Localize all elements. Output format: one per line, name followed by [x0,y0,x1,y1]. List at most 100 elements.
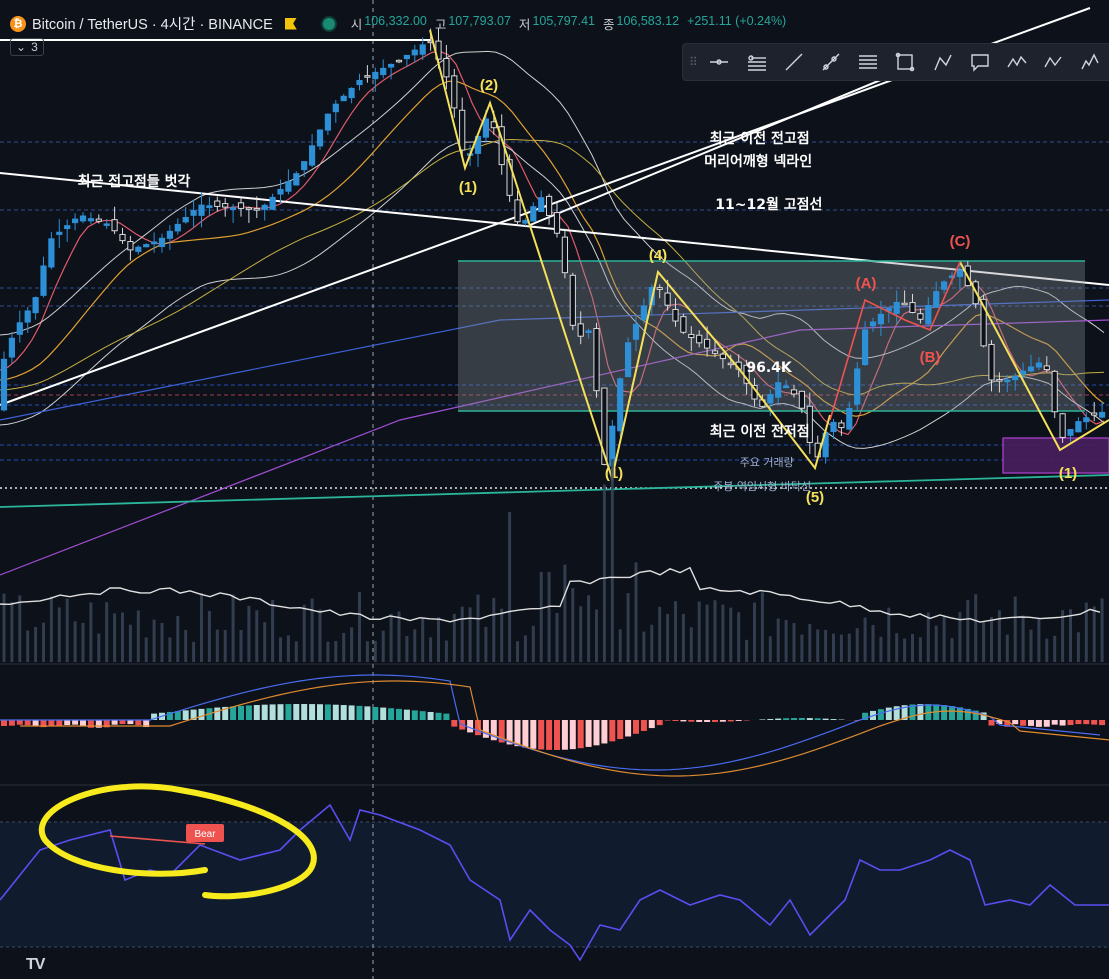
abcd-pattern-icon[interactable] [1036,45,1073,79]
highlight-ellipse [38,783,317,900]
candle-body [95,218,102,222]
volume-bar [73,621,77,662]
macd-histogram-bar [664,720,671,721]
candle-body [561,236,568,274]
candle-body [877,313,884,325]
macd-histogram-bar [972,710,979,720]
indicator-toggle[interactable]: ⌄ 3 [10,38,44,56]
candle-body [625,342,632,378]
candle-body [380,67,387,76]
candle-body [269,196,276,210]
callout-icon[interactable] [961,45,998,79]
volume-bar [57,607,61,662]
volume-bar [745,639,749,662]
candle-body [783,385,790,389]
macd-histogram-bar [712,720,718,722]
volume-bar [523,635,527,662]
candle-body [72,218,79,224]
macd-histogram-bar [222,706,229,720]
volume-bar [42,622,45,662]
macd-histogram-bar [332,704,339,720]
volume-bar [847,633,851,662]
rectangle-icon[interactable] [887,45,924,79]
macd-histogram-bar [1035,720,1042,727]
macd-histogram-bar [1028,720,1034,726]
volume-bar [658,606,662,662]
candle-body [64,225,71,230]
candle-body [443,57,450,78]
volume-bar [776,618,780,662]
candle-body [798,390,805,409]
macd-histogram-bar [988,720,995,726]
volume-bar [18,595,22,662]
volume-bar [713,600,717,662]
ohlc-values: 시 106,332.00 고 107,793.07 저 105,797.41 종 106… [351,14,786,33]
ray-icon[interactable] [812,45,849,79]
candle-body [941,281,948,290]
macd-histogram-bar [56,720,63,726]
drag-handle-icon[interactable]: ⠿ [689,55,698,69]
parallel-channel-icon[interactable] [850,45,887,79]
volume-bar [587,595,591,662]
macd-histogram-bar [862,712,869,720]
chart-annotation: 최근 이전 전고점 [710,130,810,147]
candle-body [158,237,166,248]
symbol-title[interactable]: Bitcoin / TetherUS · 4시간 · BINANCE [32,17,273,33]
volume-bar [326,641,330,662]
volume-bar [934,625,938,662]
candle-body [174,223,181,232]
volume-bar [1069,609,1072,662]
macd-histogram-bar [317,704,323,720]
macd-histogram-bar [506,720,513,745]
volume-bar [105,602,109,662]
macd-histogram-bar [95,720,102,728]
macd-histogram-bar [253,705,260,720]
candle-body [901,302,908,306]
candle-body [640,305,647,321]
macd-histogram-bar [791,718,797,720]
candle-body [411,49,418,56]
volume-bar [1029,629,1033,662]
hline-icon[interactable] [701,45,738,79]
candle-body [214,200,221,207]
macd-histogram-bar [530,720,537,749]
macd-histogram-bar [538,720,545,750]
wave-label: (1) [605,465,623,482]
elliott-wave-icon[interactable] [1073,45,1109,79]
volume-bar [595,609,598,662]
volume-bar [444,640,448,662]
candle-body [1027,366,1035,372]
volume-bar [358,592,361,662]
candle-body [553,212,561,234]
candle-body [79,215,87,222]
macd-histogram-bar [214,707,221,720]
macd-histogram-bar [103,720,110,728]
macd-histogram-bar [285,704,292,720]
wave-label: (1) [459,179,477,196]
trendline-icon[interactable] [775,45,812,79]
candle-body [593,328,600,392]
volume-bar [982,621,986,662]
candle-body [16,322,23,335]
macd-histogram-bar [301,704,308,720]
path-icon[interactable] [924,45,961,79]
volume-bar [579,606,583,662]
flag-icon[interactable] [284,17,297,30]
candle-body [261,204,268,210]
candle-body [1075,421,1082,433]
elliott-wave-line-right [959,261,1109,452]
macd-histogram-bar [901,705,908,720]
macd-histogram-bar [798,718,805,720]
chart-header: ₿ Bitcoin / TetherUS · 4시간 · BINANCE 시 10… [0,0,1109,44]
macd-histogram-bar [696,720,703,722]
macd-histogram-bar [388,708,395,720]
macd-histogram-bar [759,719,766,720]
xabcd-pattern-icon[interactable] [998,45,1035,79]
macd-histogram-bar [111,720,118,725]
macd-histogram-bar [174,711,181,720]
bitcoin-icon: ₿ [10,15,26,32]
volume-bar [760,592,764,662]
candle-body [198,204,205,216]
hray-icon[interactable] [738,45,775,79]
